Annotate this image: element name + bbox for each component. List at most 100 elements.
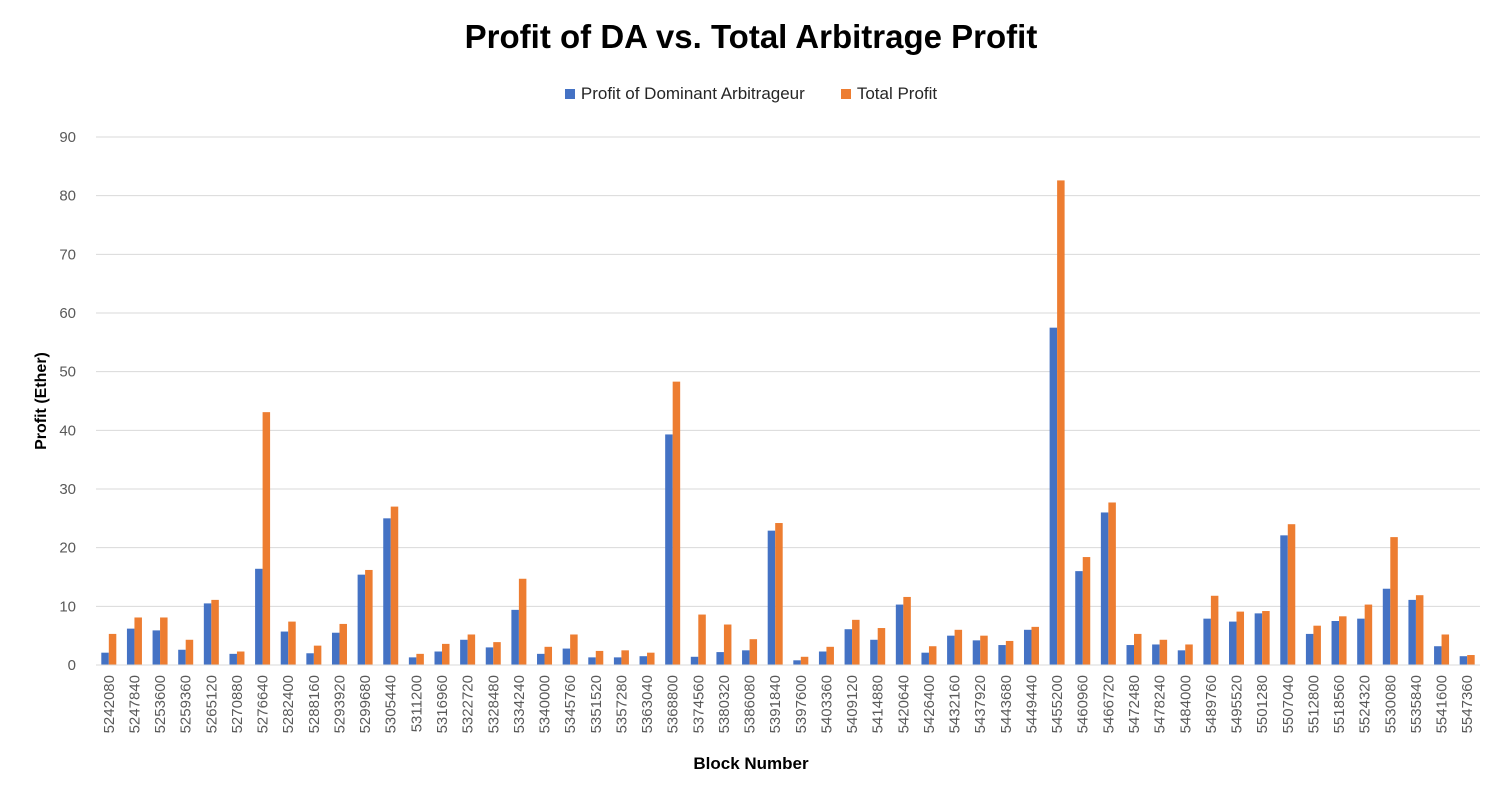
- x-tick-label: 5484000: [1177, 675, 1194, 733]
- bar-dominant-arbitrageur: [793, 660, 801, 665]
- x-tick-label: 5334240: [511, 675, 528, 733]
- bar-total-profit: [698, 614, 706, 665]
- x-tick-label: 5345760: [562, 675, 579, 733]
- legend-label-total-profit: Total Profit: [856, 84, 938, 103]
- bar-total-profit: [1313, 625, 1321, 665]
- x-tick-label: 5495520: [1229, 675, 1246, 733]
- x-tick-label: 5270880: [229, 675, 246, 733]
- bar-dominant-arbitrageur: [408, 657, 417, 665]
- bar-dominant-arbitrageur: [639, 656, 648, 665]
- bar-total-profit: [390, 506, 399, 665]
- bar-dominant-arbitrageur: [947, 635, 955, 665]
- bar-dominant-arbitrageur: [767, 530, 776, 665]
- x-tick-label: 5340000: [537, 675, 554, 733]
- bar-total-profit: [1108, 502, 1116, 665]
- y-tick-label: 40: [59, 422, 76, 439]
- bar-total-profit: [365, 569, 373, 665]
- x-tick-label: 5547360: [1459, 675, 1476, 733]
- bar-total-profit: [1441, 634, 1450, 665]
- bar-dominant-arbitrageur: [1049, 327, 1058, 665]
- bar-dominant-arbitrageur: [1357, 618, 1365, 665]
- bar-total-profit: [723, 624, 732, 665]
- y-tick-label: 0: [68, 657, 76, 674]
- x-tick-label: 5426400: [921, 675, 938, 733]
- x-tick-label: 5530080: [1382, 675, 1399, 733]
- x-tick-label: 5253600: [152, 675, 169, 733]
- bar-total-profit: [544, 646, 553, 665]
- bar-total-profit: [570, 634, 578, 665]
- bar-dominant-arbitrageur: [1382, 588, 1391, 665]
- y-tick-label: 70: [59, 246, 76, 263]
- bar-dominant-arbitrageur: [1459, 656, 1468, 665]
- bar-total-profit: [1159, 639, 1168, 665]
- bar-dominant-arbitrageur: [742, 650, 750, 665]
- legend-item-dominant-arbitrageur: Profit of Dominant Arbitrageur: [564, 84, 805, 104]
- bar-dominant-arbitrageur: [1023, 629, 1032, 665]
- bar-total-profit: [877, 628, 886, 665]
- x-tick-label: 5437920: [972, 675, 989, 733]
- bar-total-profit: [1005, 640, 1014, 665]
- bar-total-profit: [775, 523, 783, 665]
- bar-dominant-arbitrageur: [1408, 599, 1416, 665]
- bar-total-profit: [262, 412, 271, 665]
- x-axis-label: Block Number: [693, 754, 809, 773]
- bar-dominant-arbitrageur: [716, 652, 724, 665]
- legend-label-dominant-arbitrageur: Profit of Dominant Arbitrageur: [580, 84, 805, 103]
- bar-total-profit: [1236, 611, 1245, 665]
- x-tick-label: 5501280: [1254, 675, 1271, 733]
- bar-total-profit: [1057, 180, 1065, 665]
- x-tick-label: 5403360: [818, 675, 835, 733]
- bar-dominant-arbitrageur: [152, 630, 161, 665]
- y-tick-label: 50: [59, 364, 76, 381]
- bar-dominant-arbitrageur: [460, 639, 468, 665]
- x-tick-label: 5472480: [1126, 675, 1143, 733]
- bar-total-profit: [518, 578, 527, 665]
- bar-dominant-arbitrageur: [331, 632, 340, 665]
- bar-total-profit: [1339, 616, 1347, 665]
- bar-total-profit: [1415, 595, 1424, 665]
- bar-total-profit: [954, 629, 963, 665]
- bar-dominant-arbitrageur: [1229, 621, 1237, 665]
- bar-dominant-arbitrageur: [537, 653, 545, 665]
- bar-total-profit: [1287, 524, 1296, 665]
- x-tick-label: 5311200: [408, 675, 425, 732]
- y-tick-label: 80: [59, 188, 76, 205]
- x-tick-label: 5386080: [742, 675, 759, 733]
- bar-total-profit: [852, 619, 860, 665]
- bar-dominant-arbitrageur: [485, 647, 494, 665]
- bar-total-profit: [903, 596, 911, 665]
- bar-dominant-arbitrageur: [1100, 512, 1109, 665]
- x-tick-label: 5409120: [844, 675, 861, 733]
- bar-dominant-arbitrageur: [1126, 645, 1134, 665]
- x-tick-label: 5247840: [126, 675, 143, 733]
- bar-dominant-arbitrageur: [383, 518, 391, 665]
- x-tick-label: 5518560: [1331, 675, 1348, 733]
- bar-dominant-arbitrageur: [588, 657, 596, 665]
- bar-total-profit: [160, 617, 168, 665]
- x-tick-label: 5380320: [716, 675, 733, 733]
- bar-total-profit: [1390, 537, 1398, 665]
- x-tick-label: 5242080: [101, 675, 118, 733]
- x-tick-label: 5363040: [639, 675, 656, 733]
- bar-dominant-arbitrageur: [1305, 633, 1314, 665]
- x-tick-label: 5420640: [895, 675, 912, 733]
- bar-dominant-arbitrageur: [1254, 613, 1263, 665]
- bar-total-profit: [416, 653, 424, 665]
- x-tick-label: 5489760: [1203, 675, 1220, 733]
- bar-total-profit: [339, 623, 347, 665]
- bar-total-profit: [288, 621, 296, 665]
- bar-dominant-arbitrageur: [1152, 644, 1160, 665]
- bar-dominant-arbitrageur: [178, 649, 186, 665]
- legend-swatch-blue: [564, 89, 575, 99]
- chart-title: Profit of DA vs. Total Arbitrage Profit: [464, 18, 1038, 55]
- bar-dominant-arbitrageur: [357, 574, 366, 665]
- bar-total-profit: [980, 635, 988, 665]
- legend: Profit of Dominant Arbitrageur Total Pro…: [0, 84, 1502, 104]
- x-tick-label: 5368800: [665, 675, 682, 733]
- bar-total-profit: [1082, 557, 1091, 665]
- x-tick-label: 5316960: [434, 675, 451, 733]
- bar-dominant-arbitrageur: [434, 651, 442, 665]
- y-tick-label: 20: [59, 540, 76, 557]
- x-tick-label: 5478240: [1152, 675, 1169, 733]
